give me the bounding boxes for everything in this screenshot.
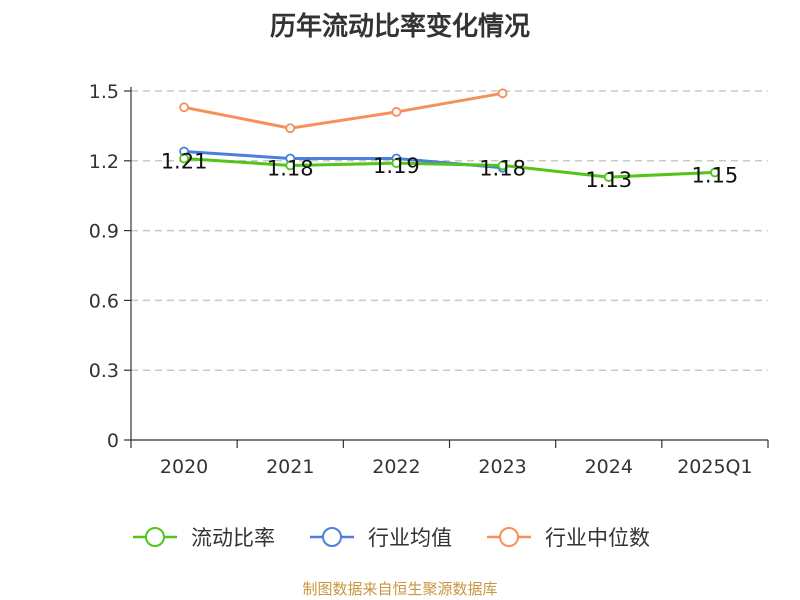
data-label: 1.18 bbox=[479, 156, 526, 180]
y-tick-label: 1.2 bbox=[89, 151, 119, 173]
y-tick-label: 0.3 bbox=[89, 360, 119, 382]
y-tick-label: 0.9 bbox=[89, 221, 119, 243]
legend-label: 行业均值 bbox=[368, 526, 452, 550]
data-label: 1.15 bbox=[692, 163, 739, 187]
x-tick-label: 2024 bbox=[585, 456, 633, 478]
data-point bbox=[391, 107, 402, 117]
x-tick-label: 2020 bbox=[160, 456, 208, 478]
series-line bbox=[183, 156, 715, 179]
data-label: 1.18 bbox=[267, 156, 314, 180]
source-note: 制图数据来自恒生聚源数据库 bbox=[302, 580, 498, 598]
data-point bbox=[285, 123, 296, 134]
x-tick-label: 2021 bbox=[266, 456, 314, 478]
data-label: 1.13 bbox=[585, 168, 632, 192]
x-tick-label: 2023 bbox=[478, 456, 526, 478]
series-line bbox=[183, 91, 503, 130]
data-label: 1.19 bbox=[373, 154, 420, 178]
y-tick-label: 0.6 bbox=[89, 290, 119, 312]
chart-title: 历年流动比率变化情况 bbox=[269, 12, 530, 42]
legend-label: 流动比率 bbox=[191, 526, 275, 550]
data-point bbox=[497, 160, 508, 171]
legend-label: 行业中位数 bbox=[545, 526, 650, 550]
y-tick-label: 1.5 bbox=[89, 81, 119, 103]
x-tick-label: 2022 bbox=[372, 456, 420, 478]
y-tick-label: 0 bbox=[107, 430, 119, 452]
data-point bbox=[710, 167, 720, 178]
x-tick-label: 2025Q1 bbox=[677, 456, 752, 478]
legend-marker bbox=[145, 527, 165, 547]
legend-marker bbox=[322, 527, 342, 547]
data-label: 1.21 bbox=[161, 149, 208, 173]
data-point bbox=[497, 88, 508, 99]
data-point bbox=[391, 158, 402, 169]
data-point bbox=[603, 172, 614, 182]
legend-marker bbox=[499, 527, 519, 547]
data-point bbox=[179, 153, 189, 164]
data-point bbox=[179, 102, 189, 113]
data-point bbox=[285, 160, 296, 171]
